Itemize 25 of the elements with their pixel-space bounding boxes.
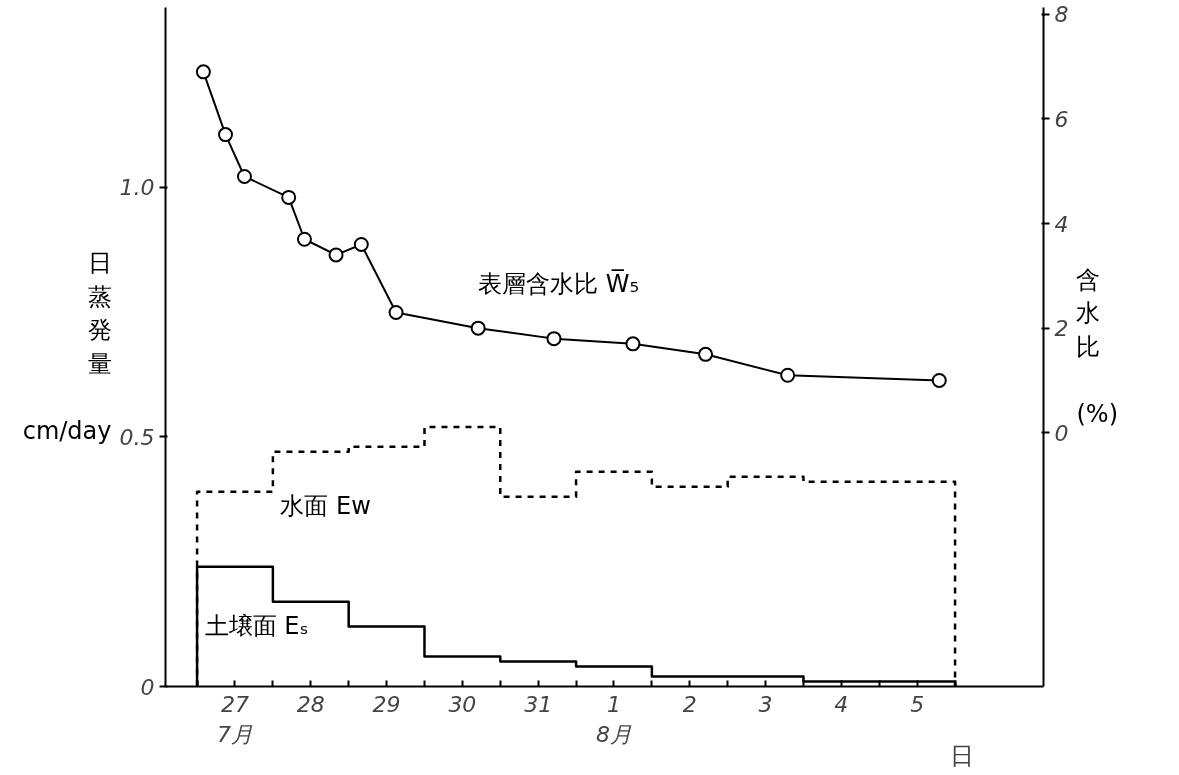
series-label: 表層含水比 W̅₅ <box>478 268 640 299</box>
x-tick-label: 2 <box>682 691 697 717</box>
text: 日 <box>949 741 974 770</box>
x-tick-label: 1 8月 <box>595 691 632 747</box>
y2-tick-label: 6 <box>1054 106 1069 132</box>
series-label: 水面 Ew <box>280 491 371 520</box>
y2-tick-label: 2 <box>1054 316 1069 342</box>
y-tick-label: 0 <box>140 674 155 700</box>
text: 含水比 (%) <box>1076 265 1119 429</box>
x-tick-label: 5 <box>910 691 925 717</box>
x-tick-label: 28 <box>296 691 325 717</box>
y2-tick-label: 8 <box>1054 2 1069 28</box>
x-tick-label: 29 <box>372 691 401 717</box>
text: 蒸発量 cm/day <box>22 282 112 445</box>
x-tick-label: 4 <box>834 691 849 717</box>
x-tick-label: 30 <box>448 691 477 717</box>
y-tick-label: 1.0 <box>119 175 155 201</box>
x-axis-title: 日 <box>87 249 112 277</box>
y2-tick-label: 0 <box>1054 420 1069 446</box>
series-label: 土壌面 Eₛ <box>204 611 309 640</box>
x-tick-label: 31 <box>524 691 553 717</box>
x-tick-label: 27 7月 <box>216 691 253 747</box>
y-tick-label: 0.5 <box>119 424 155 450</box>
x-tick-label: 3 <box>758 691 773 717</box>
y2-tick-label: 4 <box>1054 211 1069 237</box>
